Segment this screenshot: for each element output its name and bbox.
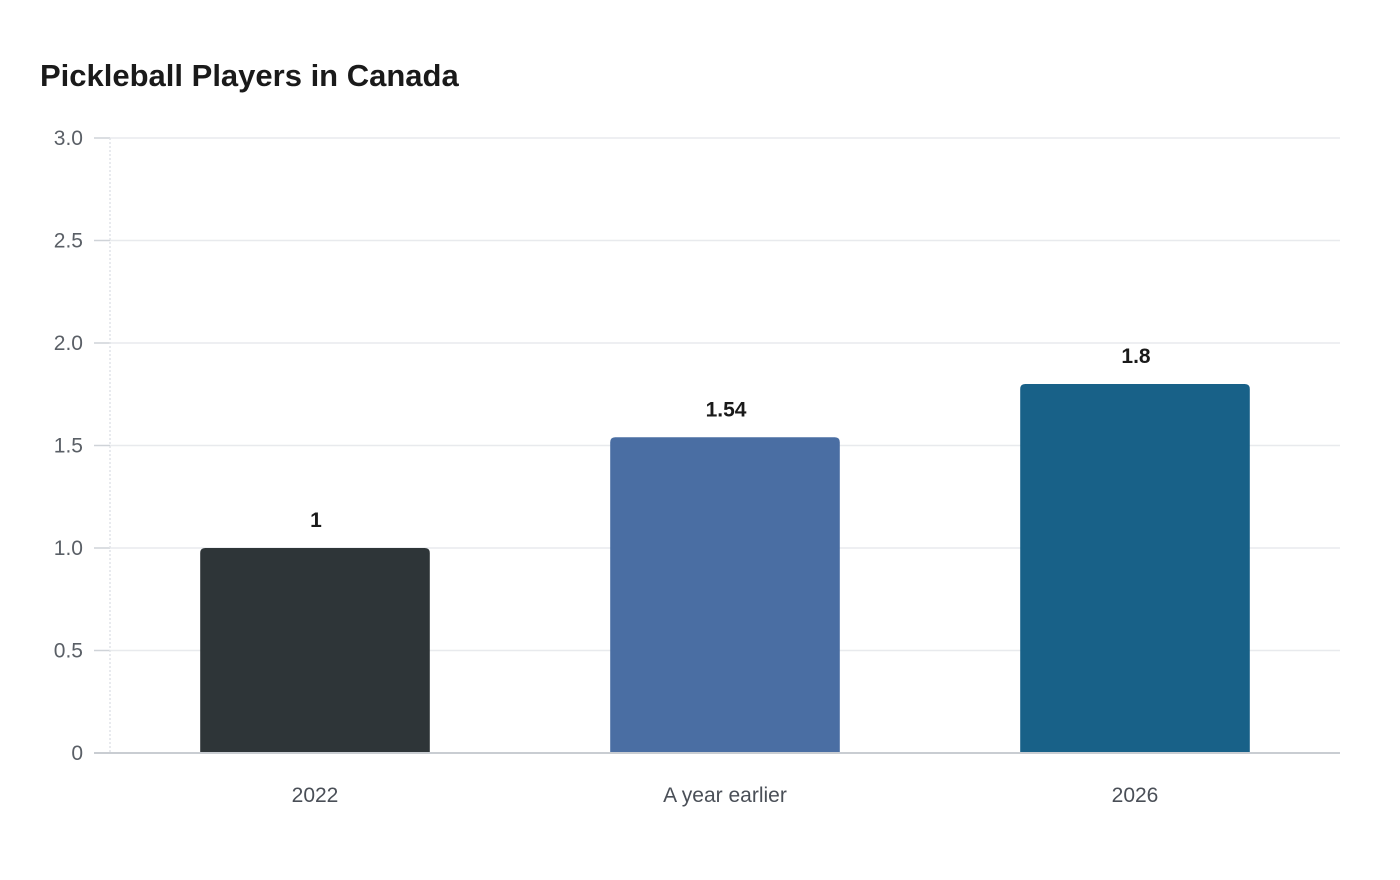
y-tick-label: 1.5 [54,435,83,458]
bar-3 [1020,384,1250,753]
y-tick-label: 1.0 [54,537,83,560]
bar-value-label: 1 [310,509,322,532]
x-category-label: 2026 [1112,784,1159,807]
bar-1 [200,548,430,753]
x-category-label: A year earlier [663,784,787,807]
y-tick-label: 0.5 [54,640,83,663]
bar-2 [610,437,840,753]
y-tick-label: 2.0 [54,332,83,355]
y-tick-label: 0 [71,742,83,765]
y-tick-label: 3.0 [54,127,83,150]
bar-value-label: 1.8 [1121,345,1151,368]
y-tick-label: 2.5 [54,230,83,253]
x-category-label: 2022 [292,784,339,807]
chart-title: Pickleball Players in Canada [40,58,459,93]
bar-value-label: 1.54 [706,398,747,421]
